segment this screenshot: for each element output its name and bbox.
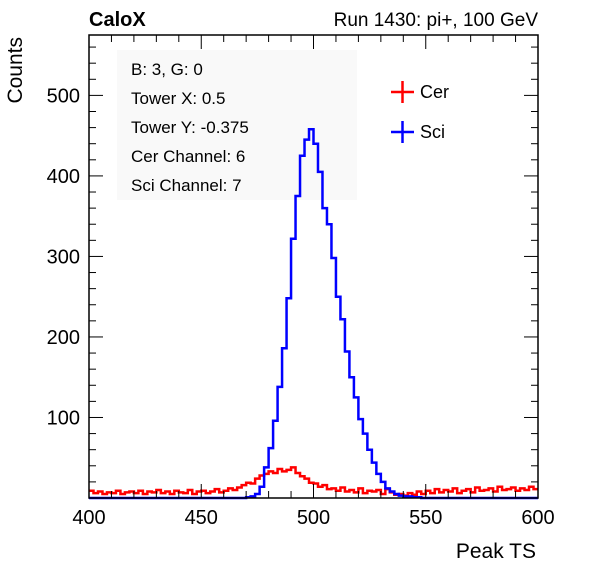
y-axis-title: Counts — [4, 37, 27, 104]
info-box: B: 3, G: 0 Tower X: 0.5 Tower Y: -0.375 … — [117, 50, 357, 200]
y-axis-ticks: 100 200 300 400 500 — [47, 46, 538, 499]
y-tick-label: 300 — [47, 246, 80, 268]
run-info-label: Run 1430: pi+, 100 GeV — [334, 10, 539, 31]
y-tick-label: 100 — [47, 407, 80, 429]
legend-sci-label: Sci — [420, 122, 445, 142]
x-axis-ticks: 400 450 500 550 600 — [72, 35, 555, 529]
legend-cer-label: Cer — [420, 82, 449, 102]
x-tick-label: 550 — [409, 507, 442, 529]
legend-sci-marker — [391, 121, 414, 143]
experiment-label: CaloX — [89, 9, 146, 31]
x-tick-label: 500 — [297, 507, 330, 529]
y-tick-label: 200 — [47, 327, 80, 349]
info-line-cer-channel: Cer Channel: 6 — [131, 147, 245, 166]
info-line-board: B: 3, G: 0 — [131, 60, 203, 79]
y-tick-label: 400 — [47, 166, 80, 188]
legend-cer-marker — [391, 81, 414, 103]
x-tick-label: 450 — [185, 507, 218, 529]
y-tick-label: 500 — [47, 85, 80, 107]
x-tick-label: 600 — [521, 507, 554, 529]
info-line-sci-channel: Sci Channel: 7 — [131, 176, 242, 195]
series-cer-line — [89, 466, 538, 497]
x-axis-title: Peak TS — [456, 540, 536, 563]
x-tick-label: 400 — [72, 507, 105, 529]
info-line-tower-x: Tower X: 0.5 — [131, 89, 226, 108]
info-line-tower-y: Tower Y: -0.375 — [131, 118, 249, 137]
legend: Cer Sci — [391, 81, 449, 143]
